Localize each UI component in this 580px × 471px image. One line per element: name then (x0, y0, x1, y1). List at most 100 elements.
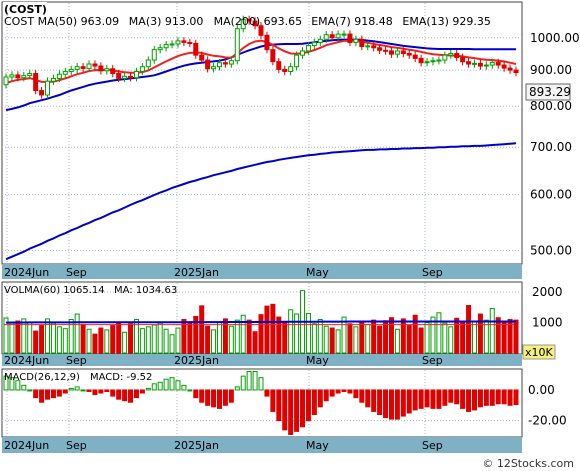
candle-body (448, 53, 454, 56)
volume-bar (133, 319, 139, 354)
candle-body (116, 73, 122, 79)
volume-bar (3, 317, 9, 354)
ma200-line (5, 142, 517, 261)
volume-bar (157, 322, 163, 354)
volume-bar (246, 319, 252, 354)
macd-x-axis-labels: 2024Jun Sep 2025Jan May Sep (4, 439, 443, 452)
macd-panel: 0.00 -20.00 2024Jun Sep 2025Jan May Sep MACD(… (1, 368, 567, 453)
macd-bar (39, 389, 45, 403)
volume-bar (211, 329, 217, 354)
candle-body (92, 63, 98, 67)
volume-bar (128, 323, 134, 354)
candle-body (454, 53, 460, 58)
volume-x-tick-label: Sep (66, 354, 87, 367)
macd-bar (418, 389, 424, 409)
volume-bar (205, 325, 211, 354)
price-gridlines (2, 3, 522, 263)
candle-body (347, 33, 353, 43)
price-y-tick-label: 600.00 (530, 188, 572, 202)
volume-bar (436, 312, 442, 354)
macd-x-tick-label: Sep (66, 439, 87, 452)
macd-bar (460, 389, 466, 409)
macd-bar (252, 371, 258, 391)
macd-bar (495, 389, 501, 405)
candle-body (495, 61, 501, 66)
macd-bar (234, 386, 240, 391)
candle-body (335, 33, 341, 39)
candle-body (424, 61, 430, 64)
candle-body (341, 33, 347, 36)
candle-body (466, 61, 472, 65)
macd-bar (471, 389, 477, 411)
candle-body (359, 38, 365, 47)
macd-bar (406, 389, 412, 414)
volume-bar (27, 322, 33, 354)
volume-bar (98, 327, 104, 354)
ma50-line (5, 38, 516, 112)
candle-body (388, 50, 394, 55)
macd-bar (145, 387, 151, 391)
candle-body (228, 60, 234, 65)
volume-bar (187, 322, 193, 354)
volume-bar (288, 309, 294, 354)
volume-bar (68, 319, 74, 354)
macd-y-tick-label: 0.00 (528, 383, 555, 397)
volume-bar (234, 319, 240, 354)
volume-bar (495, 317, 501, 354)
candle-body (471, 62, 477, 65)
macd-bar (323, 389, 329, 402)
macd-bar (501, 389, 507, 405)
volume-bar (199, 305, 205, 354)
price-legend-item: EMA(13) 929.35 (402, 15, 491, 28)
candle-body (205, 59, 211, 70)
volume-y-axis: 2000 1000 (532, 285, 563, 329)
volume-bar (258, 314, 264, 354)
macd-bar (80, 389, 86, 392)
volume-bar (335, 329, 341, 354)
volume-bar (448, 326, 454, 354)
price-y-tick-label: 500.00 (530, 243, 572, 257)
candle-body (27, 73, 33, 77)
macd-legend-item: MACD(26,12,9) (4, 372, 80, 383)
candle-body (98, 65, 104, 72)
candle-body (169, 43, 175, 46)
macd-bar (436, 389, 442, 409)
macd-bar (288, 389, 294, 435)
volume-y-tick-label: 2000 (532, 285, 563, 299)
ema-line (5, 39, 517, 85)
macd-bar (347, 389, 353, 394)
candle-body (175, 40, 181, 45)
candle-body (50, 77, 56, 82)
macd-x-tick-label: Sep (422, 439, 443, 452)
volume-bar (252, 331, 258, 354)
macd-bar (193, 389, 199, 399)
volume-x-tick-label: 2025Jan (174, 354, 219, 367)
macd-bar (3, 375, 9, 391)
macd-bar (311, 389, 317, 416)
volume-bar (507, 319, 513, 354)
price-y-tick-label: 1000.00 (530, 31, 580, 45)
candle-body (430, 60, 436, 63)
volume-panel: 2000 1000 x10K 2024Jun Sep 2025Jan May Sep VO… (1, 281, 563, 367)
volume-bar (145, 326, 151, 354)
volume-bar (311, 323, 317, 354)
volume-bar (347, 323, 353, 354)
candle-body (270, 49, 276, 63)
volume-x-axis-band (2, 354, 522, 366)
candle-body (406, 53, 412, 56)
candle-body (294, 54, 300, 68)
macd-bar (359, 389, 365, 403)
candle-body (80, 66, 86, 69)
price-y-tick-label: 700.00 (530, 140, 572, 154)
macd-bar (240, 375, 246, 391)
volume-bar (418, 327, 424, 354)
volume-bar (353, 326, 359, 354)
macd-bar (211, 389, 217, 408)
macd-bar (56, 389, 62, 397)
macd-bar (74, 386, 80, 391)
candle-body (21, 75, 27, 79)
macd-bar (412, 389, 418, 411)
macd-bar (329, 389, 335, 397)
macd-bar (400, 389, 406, 417)
